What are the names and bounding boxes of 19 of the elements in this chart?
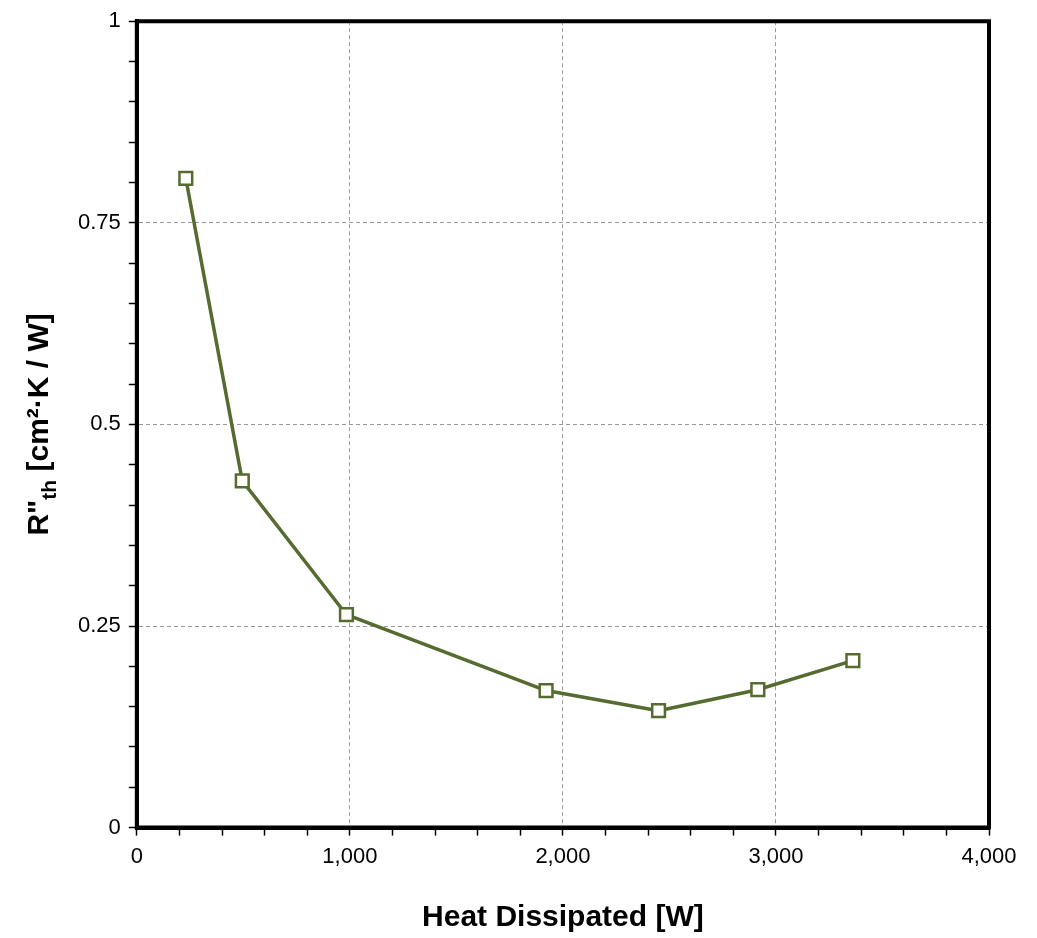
- y-tick-label: 1: [108, 7, 121, 33]
- point: [538, 682, 554, 699]
- y-axis-title: R"th [cm²·K / W]: [21, 313, 60, 536]
- x-tick-label: 4,000: [961, 842, 1017, 868]
- x-axis-title: Heat Dissipated [W]: [422, 899, 704, 932]
- point: [178, 170, 194, 187]
- y-tick-label: 0.25: [77, 612, 121, 638]
- x-tick-label: 0: [130, 842, 143, 868]
- x-tick-label: 3,000: [748, 842, 804, 868]
- point: [234, 473, 250, 489]
- y-tick-label: 0: [108, 813, 121, 839]
- y-tick-label: 0.5: [90, 410, 121, 436]
- x-tick-label: 2,000: [535, 842, 591, 868]
- point: [845, 653, 861, 669]
- point: [750, 682, 766, 698]
- point: [338, 607, 355, 623]
- y-tick-label: 0.75: [77, 208, 121, 234]
- point: [650, 703, 667, 719]
- x-tick-label: 1,000: [322, 842, 378, 868]
